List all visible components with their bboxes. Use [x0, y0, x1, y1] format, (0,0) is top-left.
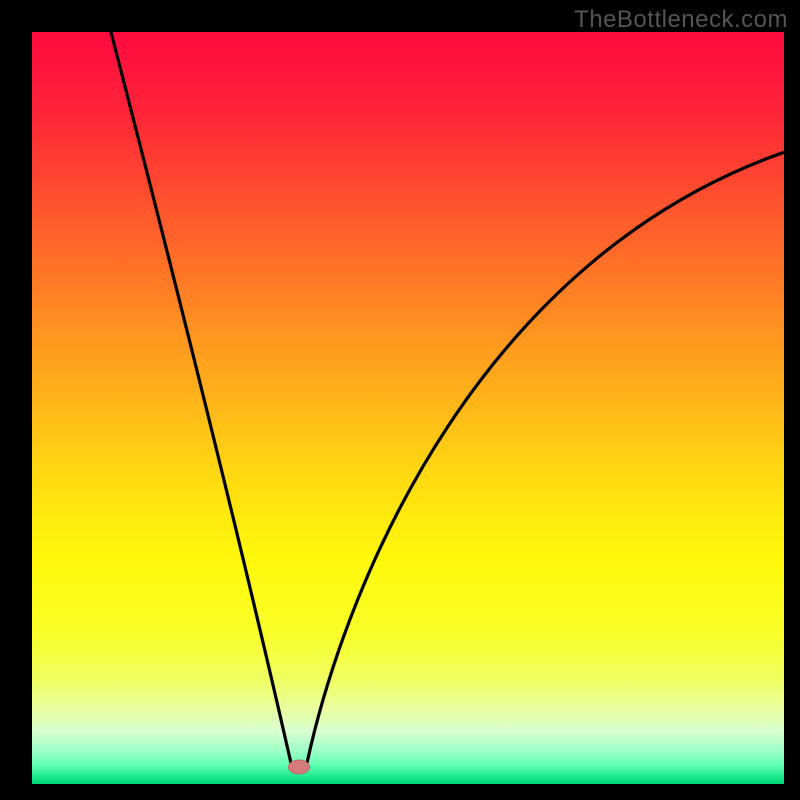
- plot-area: [32, 32, 784, 784]
- curve-left-branch: [111, 32, 291, 765]
- curve-right-branch: [306, 152, 784, 765]
- chart-container: TheBottleneck.com: [0, 0, 800, 800]
- bottleneck-curve: [32, 32, 784, 784]
- watermark-text: TheBottleneck.com: [574, 6, 788, 34]
- optimum-marker: [288, 759, 310, 774]
